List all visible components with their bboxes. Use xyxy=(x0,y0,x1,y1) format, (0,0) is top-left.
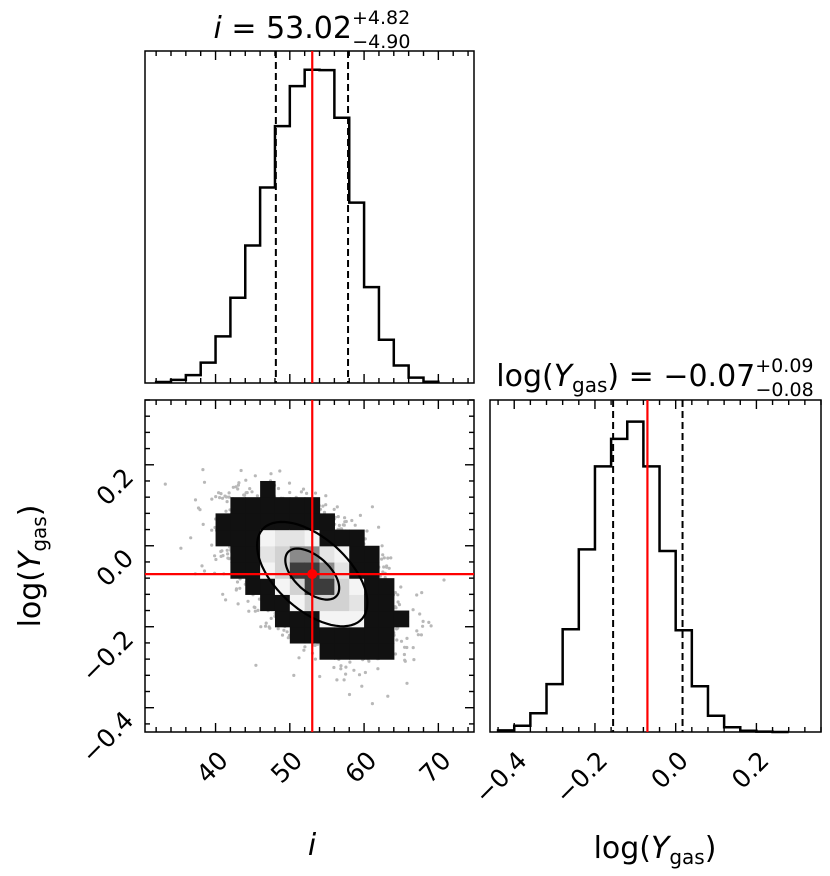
scatter-layer xyxy=(145,400,474,732)
xtick-label-logy: 0.0 xyxy=(645,746,694,795)
density-cell xyxy=(289,529,306,547)
density-cell xyxy=(378,594,395,612)
density-cell xyxy=(349,626,365,644)
density-cell xyxy=(274,529,291,547)
density-cell xyxy=(245,513,261,531)
density-cell xyxy=(319,642,335,660)
density-cell xyxy=(334,594,350,612)
xtick-label-i: 70 xyxy=(414,746,457,789)
density-cell xyxy=(245,497,261,514)
density-cell xyxy=(289,578,306,595)
density-cell xyxy=(334,626,350,644)
density-cell xyxy=(260,480,276,498)
density-cell xyxy=(364,610,380,628)
contour-outer xyxy=(255,520,369,628)
density-cell xyxy=(349,545,365,563)
density-cell xyxy=(334,610,350,628)
density-cell xyxy=(334,529,350,547)
density-cell xyxy=(319,545,335,563)
density-cell xyxy=(274,578,291,595)
density-cell xyxy=(260,594,276,612)
hist-i-histogram-step xyxy=(154,68,440,384)
density-cell xyxy=(378,626,395,644)
density-cell xyxy=(349,610,365,628)
density-cell xyxy=(230,513,246,531)
ytick-label-logy: 0.0 xyxy=(91,543,140,592)
hist-i-layer xyxy=(154,51,440,384)
density-cell xyxy=(319,513,335,531)
truth-point xyxy=(307,569,318,580)
density-cell xyxy=(349,642,365,660)
ytick-label-logy: −0.4 xyxy=(76,705,139,768)
ytick-label-logy: −0.2 xyxy=(76,624,139,687)
density-cell xyxy=(274,545,291,563)
density-cell xyxy=(215,529,232,547)
density-cell xyxy=(319,626,335,644)
contour-inner xyxy=(284,547,341,601)
density-cell xyxy=(230,497,246,514)
xlabel-logy: log(Ygas) xyxy=(594,831,717,869)
density-cell xyxy=(364,626,380,644)
xtick-label-i: 40 xyxy=(191,746,234,789)
title-logy: log(Ygas) = −0.07+0.09 −0.08 xyxy=(496,355,813,401)
density-cell xyxy=(364,561,380,579)
density-cell xyxy=(378,578,395,595)
density-cell xyxy=(289,497,306,514)
density-cell xyxy=(274,497,291,514)
xlabel-i: i xyxy=(308,828,317,863)
density-cell xyxy=(289,626,306,644)
ylabel-logy: log(Ygas) xyxy=(13,505,51,628)
density-cell xyxy=(260,497,276,514)
density-cell xyxy=(230,561,246,579)
density-cell xyxy=(319,578,335,595)
density-cell xyxy=(349,578,365,595)
hist-logy-panel xyxy=(489,399,822,733)
density-cell xyxy=(289,513,306,531)
density-cell xyxy=(393,610,410,628)
density-cell xyxy=(260,578,276,595)
density-cell xyxy=(289,610,306,628)
density-cell xyxy=(274,610,291,628)
hist-i-panel xyxy=(144,50,475,384)
density-cell xyxy=(349,529,365,547)
density-cell xyxy=(245,561,261,579)
density-cell xyxy=(378,610,395,628)
density-cell xyxy=(260,529,276,547)
density-cell xyxy=(319,594,335,612)
density-cell xyxy=(364,578,380,595)
density-cell xyxy=(260,513,276,531)
density-cell xyxy=(349,594,365,612)
density-cell xyxy=(378,642,395,660)
density-cell xyxy=(260,545,276,563)
density-cell xyxy=(334,642,350,660)
density-cell xyxy=(245,578,261,595)
density-cell xyxy=(364,642,380,660)
density-cell xyxy=(230,545,246,563)
ytick-label-logy: 0.2 xyxy=(91,463,140,512)
density-cell xyxy=(215,513,232,531)
xtick-label-logy: −0.4 xyxy=(469,746,532,809)
xtick-label-logy: 0.2 xyxy=(726,746,775,795)
title-i: i = 53.02+4.82 −4.90 xyxy=(214,7,411,53)
xtick-label-i: 60 xyxy=(339,746,382,789)
xtick-label-i: 50 xyxy=(265,746,308,789)
density-cell xyxy=(230,529,246,547)
density-cell xyxy=(364,545,380,563)
xtick-label-logy: −0.2 xyxy=(550,746,613,809)
density-cell xyxy=(289,594,306,612)
